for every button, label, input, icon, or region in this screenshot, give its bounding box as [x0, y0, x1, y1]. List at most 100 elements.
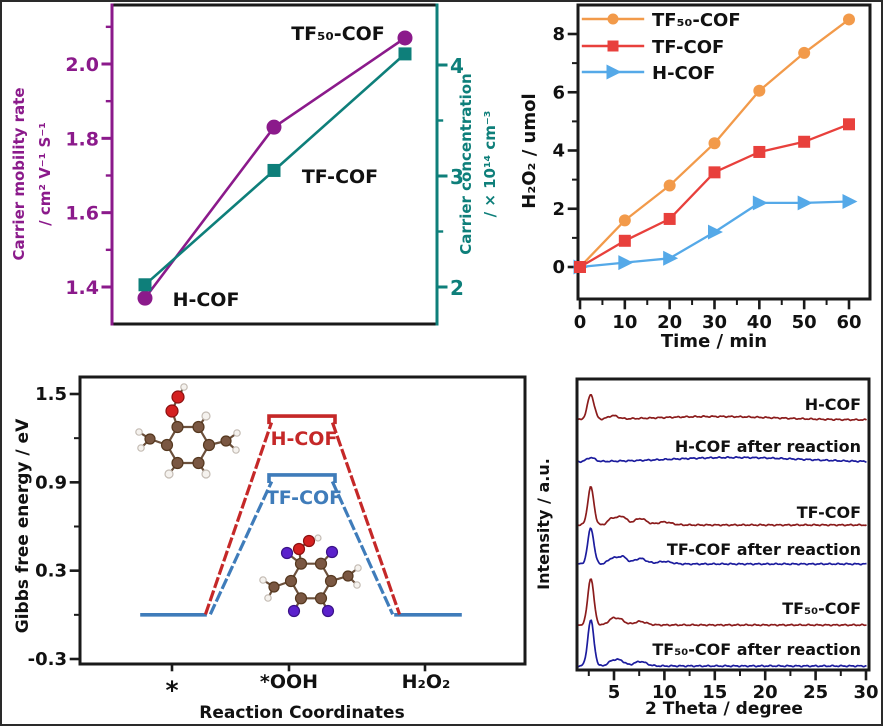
carrier-right-axis-title-line2: / × 10¹⁴ cm⁻³ [481, 111, 499, 218]
data-point-carrier-concentration [138, 278, 152, 292]
molecule-hcof-ooh-atom-C [192, 456, 205, 470]
static-text-layer: Carrier mobility rate / cm² V⁻¹ S⁻¹ Carr… [10, 10, 861, 723]
molecule-tfcof-ooh-atom-H [314, 534, 322, 542]
xrd-label-tf-cof-after: TF-COF after reaction [667, 540, 861, 559]
energy-descent-TF-COF [330, 480, 395, 615]
energy-descent-H-COF [330, 422, 402, 615]
data-point-TF₅₀-COF [708, 137, 721, 150]
molecule-tfcof-ooh-atom-H [354, 564, 362, 572]
x-tick-label: 0 [574, 312, 587, 333]
carrier-left-axis-title-line2: / cm² V⁻¹ S⁻¹ [36, 122, 54, 226]
gibbs-xtick-ooh: *OOH [260, 671, 318, 693]
gibbs-y-axis-title: Gibbs free energy / eV [13, 418, 33, 633]
xrd-curve-TF-COF [578, 486, 867, 527]
x-tick-label: 15 [702, 682, 727, 703]
molecule-tfcof-ooh-atom-F [280, 546, 294, 560]
energy-level-TF-COF [267, 473, 337, 483]
legend-label-tf50-cof: TF₅₀-COF [652, 10, 741, 31]
molecule-hcof-ooh-atom-H [137, 444, 145, 452]
xrd-y-axis-title: Intensity / a.u. [534, 458, 553, 590]
y-tick-label: -0.3 [28, 649, 67, 670]
x-tick-label: 30 [853, 682, 878, 703]
gibbs-x-axis-title: Reaction Coordinates [199, 703, 404, 723]
data-point-TF₅₀-COF [798, 46, 811, 59]
molecule-hcof-ooh-atom-H [164, 469, 174, 479]
annotation-tf-cof: TF-COF [302, 166, 378, 188]
data-point-TF-COF [843, 118, 855, 131]
energy-rise-H-COF [203, 422, 274, 615]
energy-level-H-COF [267, 414, 337, 425]
x-tick-label: 20 [753, 682, 778, 703]
molecule-tfcof-ooh-atom-C [324, 574, 338, 588]
molecule-hcof-ooh-atom-H [201, 469, 211, 479]
molecule-tfcof-ooh-atom-O [292, 542, 306, 556]
x-tick-label: 20 [657, 312, 682, 333]
molecule-hcof-ooh-atom-C [144, 433, 156, 445]
molecule-tfcof-ooh-atom-F [321, 604, 335, 618]
y-tick-label: 1.5 [35, 384, 67, 405]
data-point-TF-COF [708, 166, 721, 179]
energy-level-label-tf-cof: TF-COF [266, 487, 342, 509]
molecule-tfcof-ooh-atom-C [268, 581, 280, 593]
molecule-tfcof-ooh-atom-H [264, 594, 272, 602]
data-point-carrier-concentration [267, 163, 281, 177]
molecule-hcof-ooh-atom-C [192, 420, 205, 434]
data-point-carrier-mobility [397, 30, 413, 46]
legend-label-h-cof: H-COF [652, 63, 715, 84]
x-tick-label: 50 [792, 312, 817, 333]
y-tick-label: 8 [552, 24, 565, 45]
y-tick-label: 6 [552, 82, 565, 103]
carrier-right-axis-title-line1: Carrier concentration [457, 73, 475, 254]
data-point-TF₅₀-COF [618, 214, 631, 227]
y-tick-label: 3 [450, 165, 464, 189]
molecule-tfcof-ooh-atom-F [287, 604, 301, 618]
molecule-hcof-ooh-atom-C [202, 438, 216, 452]
legend-marker [607, 13, 619, 25]
legend-label-tf-cof: TF-COF [652, 37, 724, 58]
y-tick-label: 2 [552, 199, 565, 220]
annotation-tf50-cof: TF₅₀-COF [291, 23, 385, 45]
gibbs-xtick-star: * [165, 676, 178, 705]
h2o2-y-axis-title: H₂O₂ / umol [519, 93, 540, 208]
xrd-label-tf50-cof: TF₅₀-COF [782, 599, 861, 618]
molecule-tfcof-ooh-atom-H [259, 576, 267, 584]
molecule-tfcof-ooh-atom-O [302, 534, 316, 548]
molecule-tfcof-ooh-atom-C [314, 557, 328, 570]
data-point-TF-COF [663, 212, 676, 225]
y-tick-label: 2.0 [65, 54, 99, 76]
xrd-curve-TF-COF after reaction [578, 527, 867, 566]
energy-rise-TF-COF [208, 480, 274, 615]
data-point-H-COF [618, 255, 634, 271]
molecule-tfcof-ooh-atom-H [353, 581, 361, 589]
xrd-x-axis-title: 2 Theta / degree [645, 699, 803, 719]
molecule-hcof-ooh-atom-O [171, 390, 185, 404]
y-tick-label: 1.8 [65, 128, 99, 150]
legend-marker [607, 40, 619, 52]
xrd-curve-H-COF [577, 393, 867, 422]
y-tick-label: 1.4 [65, 277, 99, 299]
h2o2-x-axis-title: Time / min [661, 331, 767, 352]
carrier-left-axis-title-line1: Carrier mobility rate [10, 88, 28, 261]
molecule-hcof-ooh-atom-H [233, 429, 241, 437]
y-tick-label: 4 [552, 141, 565, 162]
molecule-tfcof-ooh-atom-C [284, 574, 298, 588]
y-tick-label: 2 [450, 276, 464, 300]
energy-level-label-h-cof: H-COF [271, 428, 338, 450]
molecule-hcof-ooh-atom-O [165, 404, 179, 418]
molecule-hcof-ooh-atom-H [201, 411, 211, 421]
data-point-TF-COF [798, 135, 811, 148]
annotation-h-cof: H-COF [173, 289, 240, 311]
molecule-hcof-ooh-atom-H [232, 446, 240, 454]
molecule-hcof-ooh-atom-H [135, 428, 143, 436]
xrd-curve-H-COF after reaction [577, 455, 867, 464]
x-tick-label: 30 [702, 312, 727, 333]
xrd-curve-TF₅₀-COF after reaction [577, 619, 867, 668]
molecule-hcof-ooh-atom-C [171, 420, 184, 434]
molecule-tfcof-ooh-atom-C [314, 592, 328, 605]
data-point-TF-COF [574, 261, 586, 273]
molecule-tfcof-ooh-atom-C [294, 592, 308, 605]
y-tick-label: 1.6 [65, 203, 99, 225]
